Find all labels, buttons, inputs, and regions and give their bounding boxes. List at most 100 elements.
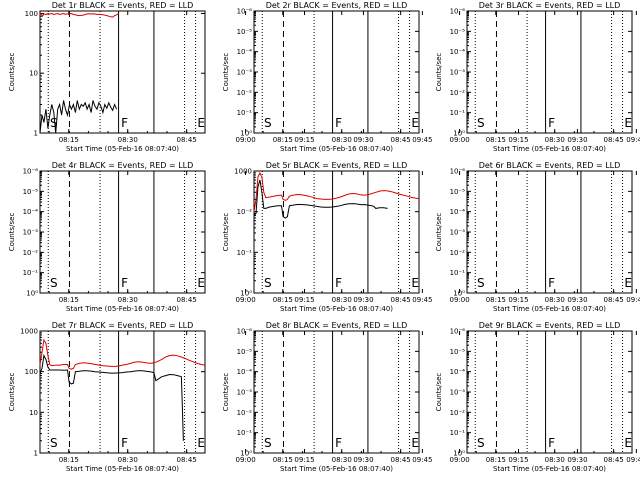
x-axis-label: Start Time (05-Feb-16 08:07:40) xyxy=(493,465,606,473)
y-tick-label: 10⁻² xyxy=(23,249,39,257)
series-line-lld xyxy=(39,12,119,18)
x-tick-label: 08:15 xyxy=(486,456,506,464)
y-tick-label: 10⁻² xyxy=(237,409,253,417)
panel-title: Det 5r BLACK = Events, RED = LLD xyxy=(266,161,408,170)
x-axis-label: Start Time (05-Feb-16 08:07:40) xyxy=(280,305,393,313)
y-tick-label: 1 xyxy=(34,130,38,138)
x-tick-label: 08:30 xyxy=(332,296,352,304)
y-tick-label: 10⁻⁶ xyxy=(450,168,466,176)
x-tick-label: 08:30 xyxy=(545,136,565,144)
marker-s: S xyxy=(477,116,485,130)
marker-e: E xyxy=(624,276,632,290)
y-tick-label: 10⁰ xyxy=(240,290,252,298)
series-line-lld xyxy=(39,338,206,370)
x-tick-label: 08:45 xyxy=(391,136,411,144)
y-tick-label: 10⁻⁶ xyxy=(450,8,466,16)
y-tick-label: 10⁻² xyxy=(450,409,466,417)
x-tick-label: 09:45 xyxy=(626,296,640,304)
y-tick-label: 100 xyxy=(25,10,38,18)
x-axis-label: Start Time (05-Feb-16 08:07:40) xyxy=(493,145,606,153)
x-tick-label: 09:00 xyxy=(235,136,255,144)
y-tick-label: 10⁻¹ xyxy=(237,249,253,257)
x-tick-label: 09:15 xyxy=(294,296,314,304)
x-tick-label: 08:15 xyxy=(273,136,293,144)
x-tick-label: 09:45 xyxy=(412,136,432,144)
y-axis-label: Counts/sec xyxy=(8,213,16,252)
y-tick-label: 10⁻⁵ xyxy=(450,188,466,196)
y-tick-label: 10⁻⁴ xyxy=(450,368,466,376)
x-tick-label: 08:15 xyxy=(59,136,79,144)
panel-title: Det 8r BLACK = Events, RED = LLD xyxy=(266,321,408,330)
x-tick-label: 09:00 xyxy=(235,296,255,304)
panel-title: Det 3r BLACK = Events, RED = LLD xyxy=(479,1,621,10)
y-tick-label: 10⁻⁵ xyxy=(450,28,466,36)
panel-title: Det 2r BLACK = Events, RED = LLD xyxy=(266,1,408,10)
series-line-events xyxy=(253,179,388,219)
y-tick-label: 10⁻¹ xyxy=(450,429,466,437)
plot-frame xyxy=(39,10,206,134)
y-tick-label: 10⁰ xyxy=(240,450,252,458)
x-tick-label: 08:15 xyxy=(486,296,506,304)
y-tick-label: 10⁻³ xyxy=(237,69,253,77)
x-tick-label: 09:15 xyxy=(508,456,528,464)
x-tick-label: 09:15 xyxy=(294,456,314,464)
y-tick-label: 10⁻⁴ xyxy=(450,48,466,56)
y-axis-label: Counts/sec xyxy=(8,373,16,412)
x-tick-label: 08:15 xyxy=(273,456,293,464)
x-tick-label: 08:30 xyxy=(118,296,138,304)
x-tick-label: 08:45 xyxy=(391,296,411,304)
x-tick-label: 08:45 xyxy=(177,296,197,304)
plot-frame xyxy=(466,10,633,134)
marker-f: F xyxy=(121,116,128,130)
y-tick-label: 10⁻⁴ xyxy=(237,368,253,376)
marker-s: S xyxy=(264,116,272,130)
panel-title: Det 9r BLACK = Events, RED = LLD xyxy=(479,321,621,330)
y-axis-label: Counts/sec xyxy=(222,213,230,252)
marker-e: E xyxy=(624,436,632,450)
x-tick-label: 09:00 xyxy=(449,136,469,144)
x-axis-label: Start Time (05-Feb-16 08:07:40) xyxy=(66,465,179,473)
x-tick-label: 09:45 xyxy=(626,456,640,464)
marker-s: S xyxy=(477,436,485,450)
x-tick-label: 09:30 xyxy=(353,456,373,464)
x-tick-label: 08:45 xyxy=(391,456,411,464)
y-tick-label: 10⁻³ xyxy=(450,69,466,77)
marker-e: E xyxy=(197,276,205,290)
x-tick-label: 09:30 xyxy=(567,136,587,144)
x-tick-label: 08:45 xyxy=(604,456,624,464)
marker-f: F xyxy=(548,276,555,290)
x-tick-label: 09:45 xyxy=(412,296,432,304)
plot-frame xyxy=(39,170,206,294)
marker-f: F xyxy=(335,116,342,130)
y-tick-label: 10⁻¹ xyxy=(23,269,39,277)
marker-e: E xyxy=(411,436,419,450)
x-axis-label: Start Time (05-Feb-16 08:07:40) xyxy=(493,305,606,313)
y-axis-label: Counts/sec xyxy=(435,373,443,412)
x-axis-label: Start Time (05-Feb-16 08:07:40) xyxy=(66,305,179,313)
x-tick-label: 08:30 xyxy=(545,296,565,304)
panel-title: Det 4r BLACK = Events, RED = LLD xyxy=(52,161,194,170)
y-tick-label: 10⁻² xyxy=(237,89,253,97)
marker-e: E xyxy=(411,116,419,130)
y-tick-label: 10⁰ xyxy=(453,130,465,138)
panel-5: Det 5r BLACK = Events, RED = LLD S F E 08:15… xyxy=(222,161,640,313)
marker-f: F xyxy=(548,116,555,130)
x-tick-label: 09:00 xyxy=(449,296,469,304)
plot-frame xyxy=(253,10,420,134)
marker-e: E xyxy=(197,116,205,130)
marker-s: S xyxy=(50,436,58,450)
y-tick-label: 10⁻² xyxy=(450,249,466,257)
x-tick-label: 09:00 xyxy=(235,456,255,464)
y-tick-label: 10⁻⁶ xyxy=(23,168,39,176)
x-tick-label: 09:15 xyxy=(294,136,314,144)
y-axis-label: Counts/sec xyxy=(8,53,16,92)
panel-2: Det 2r BLACK = Events, RED = LLD S F E 08:15… xyxy=(222,1,640,153)
marker-f: F xyxy=(335,436,342,450)
y-tick-label: 10⁻¹ xyxy=(237,429,253,437)
x-tick-label: 08:15 xyxy=(273,296,293,304)
marker-f: F xyxy=(121,436,128,450)
plot-frame xyxy=(466,170,633,294)
y-tick-label: 10⁰ xyxy=(453,450,465,458)
y-axis-label: Counts/sec xyxy=(222,373,230,412)
series-line-lld xyxy=(253,171,420,212)
